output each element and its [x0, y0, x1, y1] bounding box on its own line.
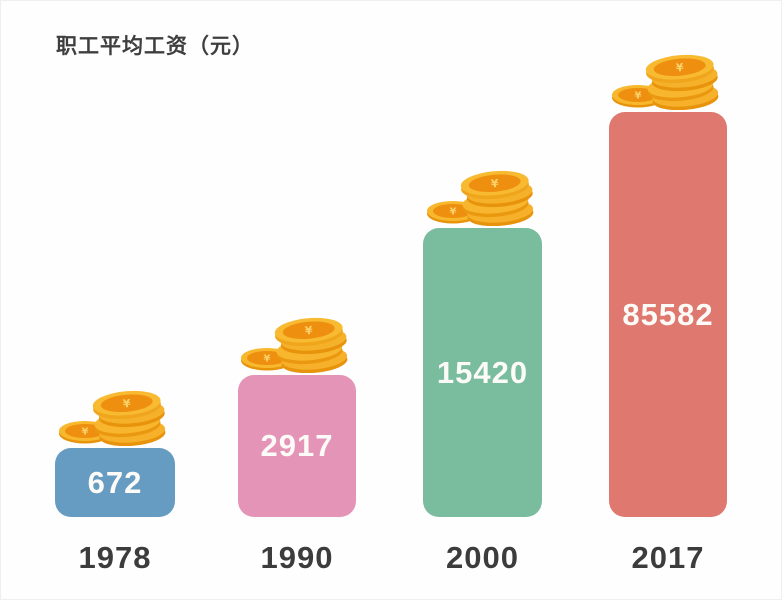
coins-icon [240, 315, 356, 373]
bar-2000: 15420 [423, 228, 542, 517]
bar-column-2017: 85582 2017 [609, 0, 727, 600]
bar-value-label: 15420 [436, 354, 529, 390]
bar-column-1990: 2917 1990 [238, 0, 356, 600]
coins-icon [611, 52, 727, 110]
category-label: 2017 [631, 540, 705, 575]
bar-value-label: 85582 [622, 296, 714, 332]
coins-icon [58, 388, 174, 446]
category-label: 1990 [260, 540, 334, 575]
bar-2017: 85582 [609, 112, 727, 517]
bar-column-2000: 15420 2000 [423, 0, 542, 600]
chart-title: 职工平均工资（元） [56, 35, 254, 58]
bar-1990: 2917 [238, 375, 356, 517]
category-label: 1978 [78, 540, 152, 575]
bar-value-label: 672 [87, 464, 143, 500]
bar-column-1978: 672 1978 [55, 0, 175, 600]
category-label: 2000 [446, 540, 519, 575]
bar-value-label: 2917 [260, 428, 334, 463]
bar-1978: 672 [55, 448, 175, 517]
coins-icon [426, 168, 542, 226]
